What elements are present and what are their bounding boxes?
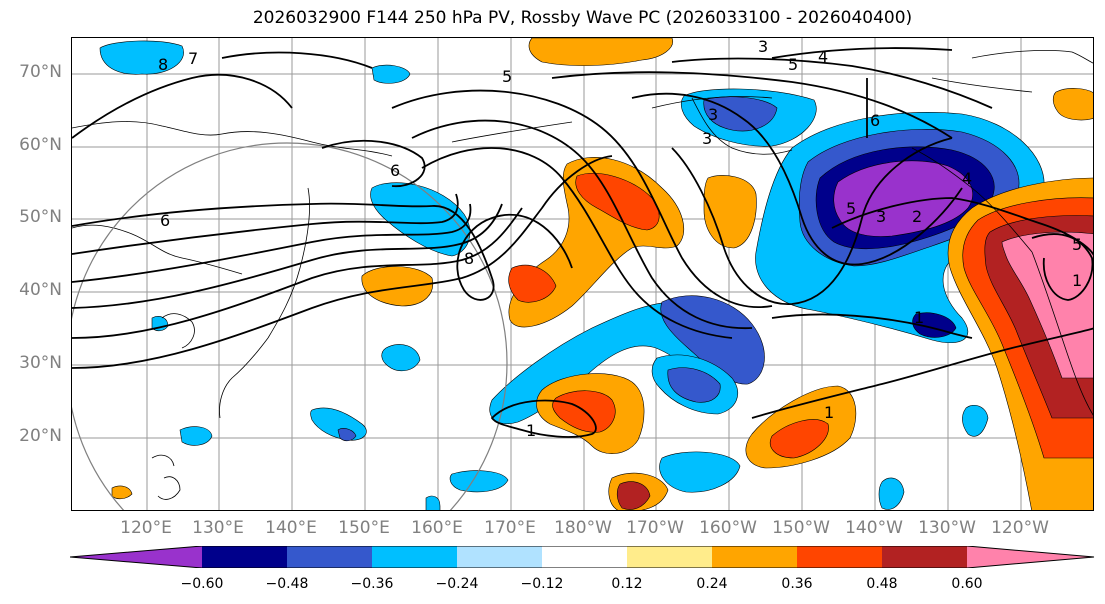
colorbar-tick-label: −0.24 bbox=[435, 576, 479, 592]
colorbar-tick-label: 0.24 bbox=[696, 576, 728, 592]
lon-label: 130°W bbox=[918, 518, 976, 538]
shaded-anomalies bbox=[99, 38, 1093, 510]
map-title: 2026032900 F144 250 hPa PV, Rossby Wave … bbox=[252, 8, 913, 28]
contour-label: 6 bbox=[160, 211, 170, 230]
contour-label: 4 bbox=[818, 47, 828, 66]
lon-label: 150°W bbox=[772, 518, 830, 538]
contour-label: 2 bbox=[912, 207, 922, 226]
colorbar-tick-label: −0.48 bbox=[265, 576, 309, 592]
contour-label: 5 bbox=[846, 199, 856, 218]
lat-label: 30°N bbox=[19, 353, 62, 373]
lon-label: 150°E bbox=[338, 518, 390, 538]
contour-label: 5 bbox=[788, 55, 798, 74]
map-canvas: 3 5 4 8 7 6 6 8 3 5 3 2 4 5 1 1 1 1 6 5 … bbox=[72, 38, 1093, 510]
lon-label: 160°W bbox=[699, 518, 757, 538]
colorbar-swatch bbox=[70, 546, 202, 568]
colorbar-tick-label: −0.36 bbox=[350, 576, 394, 592]
colorbar-swatch bbox=[202, 546, 287, 568]
lat-label: 60°N bbox=[19, 135, 62, 155]
lon-label: 140°E bbox=[265, 518, 317, 538]
colorbar-swatch bbox=[882, 546, 967, 568]
colorbar bbox=[70, 546, 1095, 568]
great-circle-ring bbox=[72, 142, 508, 510]
lon-label: 140°W bbox=[845, 518, 903, 538]
contour-label: 6 bbox=[390, 161, 400, 180]
colorbar-tick-label: −0.12 bbox=[520, 576, 564, 592]
lon-label: 160°E bbox=[411, 518, 463, 538]
contour-label: 1 bbox=[1072, 271, 1082, 290]
lon-label: 180°W bbox=[554, 518, 612, 538]
contour-label: 3 bbox=[708, 105, 718, 124]
colorbar-swatch bbox=[627, 546, 712, 568]
lat-label: 20°N bbox=[19, 426, 62, 446]
contour-label: 1 bbox=[526, 421, 536, 440]
lat-label: 70°N bbox=[19, 62, 62, 82]
contour-label: 1 bbox=[914, 308, 924, 327]
colorbar-tick-label: 0.36 bbox=[781, 576, 813, 592]
contour-label: 8 bbox=[158, 55, 168, 74]
contour-label: 8 bbox=[464, 249, 474, 268]
lat-label: 50°N bbox=[19, 207, 62, 227]
colorbar-swatch bbox=[372, 546, 457, 568]
contour-label: 4 bbox=[962, 169, 972, 188]
contour-labels: 3 5 4 8 7 6 6 8 3 5 3 2 4 5 1 1 1 1 6 5 … bbox=[158, 38, 1082, 440]
contour-label: 3 bbox=[876, 207, 886, 226]
colorbar-swatch bbox=[797, 546, 882, 568]
lon-label: 120°E bbox=[120, 518, 172, 538]
lon-label: 170°E bbox=[484, 518, 536, 538]
contour-label: 1 bbox=[824, 403, 834, 422]
lat-label: 40°N bbox=[19, 280, 62, 300]
lon-label: 170°W bbox=[626, 518, 684, 538]
contour-label: 5 bbox=[502, 67, 512, 86]
pv-contours bbox=[72, 47, 1093, 438]
lon-label: 130°E bbox=[192, 518, 244, 538]
colorbar-tick-label: 0.12 bbox=[611, 576, 643, 592]
colorbar-swatch bbox=[967, 546, 1094, 568]
contour-label: 7 bbox=[188, 49, 198, 68]
colorbar-swatch bbox=[457, 546, 542, 568]
colorbar-tick-label: 0.48 bbox=[866, 576, 898, 592]
coastlines bbox=[72, 49, 1093, 500]
map-panel: 3 5 4 8 7 6 6 8 3 5 3 2 4 5 1 1 1 1 6 5 … bbox=[71, 37, 1094, 511]
contour-label: 5 bbox=[1072, 235, 1082, 254]
lon-label: 120°W bbox=[991, 518, 1049, 538]
colorbar-tick-label: 0.60 bbox=[951, 576, 983, 592]
colorbar-swatch bbox=[287, 546, 372, 568]
contour-label: 6 bbox=[870, 111, 880, 130]
colorbar-tick-label: −0.60 bbox=[180, 576, 224, 592]
contour-label: 3 bbox=[758, 38, 768, 56]
contour-label: 3 bbox=[702, 129, 712, 148]
colorbar-swatch bbox=[712, 546, 797, 568]
colorbar-swatch bbox=[542, 546, 627, 568]
